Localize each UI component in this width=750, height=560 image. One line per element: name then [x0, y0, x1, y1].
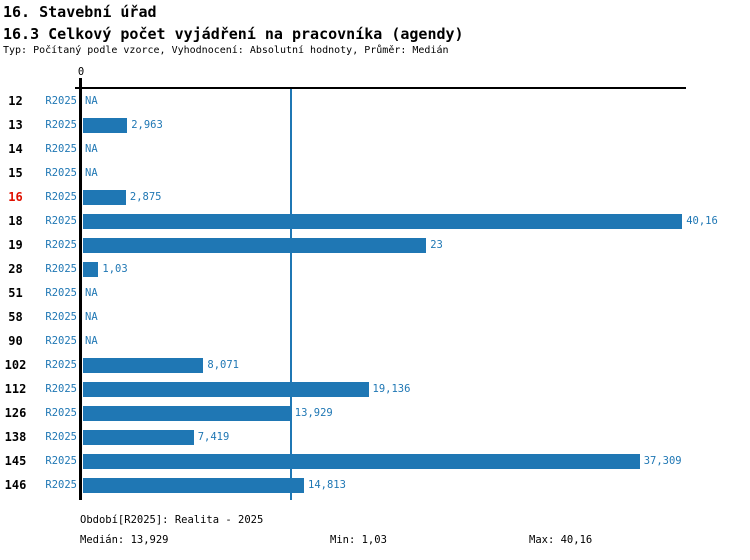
row-value-label: NA	[85, 287, 98, 299]
x-axis-line	[75, 87, 686, 89]
row-category-label: 146	[4, 478, 27, 492]
row-series-label: R2025	[45, 311, 77, 323]
bar	[83, 405, 291, 421]
bar	[83, 453, 640, 469]
row-value-label: 2,963	[131, 119, 163, 131]
row-value-label: 14,813	[308, 479, 346, 491]
chart-meta-line: Typ: Počítaný podle vzorce, Vyhodnocení:…	[3, 45, 449, 56]
footer-period-label: Období[R2025]: Realita - 2025	[80, 514, 264, 526]
row-category-label: 145	[4, 454, 27, 468]
bar-row: 146 R2025 14,813	[0, 473, 750, 497]
bar	[83, 213, 683, 229]
row-value-label: 1,03	[102, 263, 128, 275]
row-series-label: R2025	[45, 167, 77, 179]
row-category-label: 112	[4, 382, 27, 396]
row-value-label: 8,071	[207, 359, 239, 371]
row-category-label: 19	[8, 238, 23, 252]
row-series-label: R2025	[45, 215, 77, 227]
bar-row: 12 R2025 NA	[0, 89, 750, 113]
row-series-label: R2025	[45, 263, 77, 275]
bar	[83, 477, 304, 493]
row-category-label: 90	[8, 334, 23, 348]
row-category-label: 51	[8, 286, 23, 300]
bar-row: 16 R2025 2,875	[0, 185, 750, 209]
bar-row: 15 R2025 NA	[0, 161, 750, 185]
row-category-label: 16	[8, 190, 23, 204]
row-value-label: 13,929	[294, 407, 333, 419]
row-series-label: R2025	[45, 431, 77, 443]
x-axis-zero-tick-label: 0	[77, 66, 85, 78]
row-category-label: 14	[8, 142, 23, 156]
row-series-label: R2025	[45, 335, 77, 347]
row-value-label: 19,136	[372, 383, 411, 395]
bar	[83, 429, 194, 445]
bar-row: 28 R2025 1,03	[0, 257, 750, 281]
bar	[83, 189, 126, 205]
row-series-label: R2025	[45, 287, 77, 299]
bar	[83, 381, 369, 397]
bar-row: 126 R2025 13,929	[0, 401, 750, 425]
row-category-label: 12	[8, 94, 23, 108]
bar-row: 18 R2025 40,16	[0, 209, 750, 233]
row-series-label: R2025	[45, 383, 77, 395]
row-series-label: R2025	[45, 359, 77, 371]
row-category-label: 58	[8, 310, 23, 324]
row-value-label: NA	[85, 95, 98, 107]
bar-row: 112 R2025 19,136	[0, 377, 750, 401]
bar	[83, 237, 427, 253]
row-series-label: R2025	[45, 455, 77, 467]
bar-row: 138 R2025 7,419	[0, 425, 750, 449]
bar-row: 13 R2025 2,963	[0, 113, 750, 137]
chart-title: 16.3 Celkový počet vyjádření na pracovní…	[3, 25, 464, 43]
footer-min-label: Min: 1,03	[330, 534, 387, 546]
row-series-label: R2025	[45, 191, 77, 203]
bar	[83, 117, 128, 133]
row-value-label: NA	[85, 143, 98, 155]
bar-row: 145 R2025 37,309	[0, 449, 750, 473]
row-category-label: 18	[8, 214, 23, 228]
bar-row: 14 R2025 NA	[0, 137, 750, 161]
bar-row: 102 R2025 8,071	[0, 353, 750, 377]
row-value-label: 37,309	[643, 455, 682, 467]
row-value-label: 40,16	[686, 215, 718, 227]
row-category-label: 13	[8, 118, 23, 132]
row-value-label: 23	[430, 239, 443, 251]
row-series-label: R2025	[45, 143, 77, 155]
row-category-label: 126	[4, 406, 27, 420]
bar-row: 90 R2025 NA	[0, 329, 750, 353]
row-category-label: 28	[8, 262, 23, 276]
row-series-label: R2025	[45, 479, 77, 491]
row-value-label: 7,419	[197, 431, 230, 443]
median-reference-line	[289, 89, 292, 500]
bar-row: 58 R2025 NA	[0, 305, 750, 329]
row-category-label: 15	[8, 166, 23, 180]
footer-max-label: Max: 40,16	[529, 534, 593, 546]
row-series-label: R2025	[45, 239, 77, 251]
row-value-label: 2,875	[129, 191, 162, 203]
row-category-label: 138	[4, 430, 27, 444]
footer-median-label: Medián: 13,929	[80, 534, 169, 546]
bar	[83, 261, 99, 277]
row-series-label: R2025	[45, 119, 77, 131]
bar	[83, 357, 204, 373]
row-value-label: NA	[85, 335, 98, 347]
y-axis-line	[79, 78, 82, 500]
bar-row: 51 R2025 NA	[0, 281, 750, 305]
row-category-label: 102	[4, 358, 27, 372]
row-series-label: R2025	[45, 407, 77, 419]
row-value-label: NA	[85, 311, 98, 323]
bar-row: 19 R2025 23	[0, 233, 750, 257]
row-series-label: R2025	[45, 95, 77, 107]
row-value-label: NA	[85, 167, 98, 179]
page-title: 16. Stavební úřad	[3, 3, 157, 21]
